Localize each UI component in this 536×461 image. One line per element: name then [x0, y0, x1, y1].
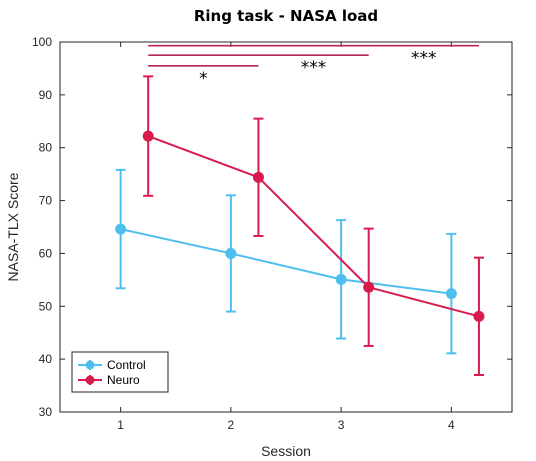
significance-label: *: [199, 69, 208, 89]
y-tick-label: 30: [39, 405, 53, 419]
control-point: [335, 273, 347, 285]
control-line: [120, 228, 452, 295]
neuro-point: [473, 310, 485, 322]
neuro-line: [147, 135, 480, 318]
neuro-legend-marker: [85, 375, 95, 385]
control-point: [225, 247, 237, 259]
chart-title: Ring task - NASA load: [194, 7, 378, 25]
significance-label: ***: [301, 58, 327, 78]
y-axis-label: NASA-TLX Score: [5, 172, 21, 281]
y-tick-label: 40: [39, 352, 53, 366]
x-tick-label: 3: [338, 418, 345, 432]
control-legend-marker: [85, 360, 95, 370]
y-tick-label: 90: [39, 88, 53, 102]
y-tick-label: 100: [32, 35, 52, 49]
y-tick-label: 60: [39, 246, 53, 260]
x-tick-label: 1: [117, 418, 124, 432]
y-tick-label: 50: [39, 299, 53, 313]
control-point: [115, 223, 127, 235]
x-tick-label: 2: [228, 418, 235, 432]
neuro-point: [363, 281, 375, 293]
neuro-legend-label: Neuro: [107, 373, 140, 387]
control-legend-label: Control: [107, 358, 146, 372]
plot-area-border: [59, 41, 513, 413]
neuro-point: [142, 130, 154, 142]
control-point: [445, 288, 457, 300]
legend-box: [71, 351, 169, 393]
y-tick-label: 70: [39, 194, 53, 208]
y-tick-label: 80: [39, 141, 53, 155]
x-tick-label: 4: [448, 418, 455, 432]
neuro-point: [252, 171, 264, 183]
x-axis-label: Session: [261, 443, 311, 459]
significance-label: ***: [411, 49, 437, 69]
